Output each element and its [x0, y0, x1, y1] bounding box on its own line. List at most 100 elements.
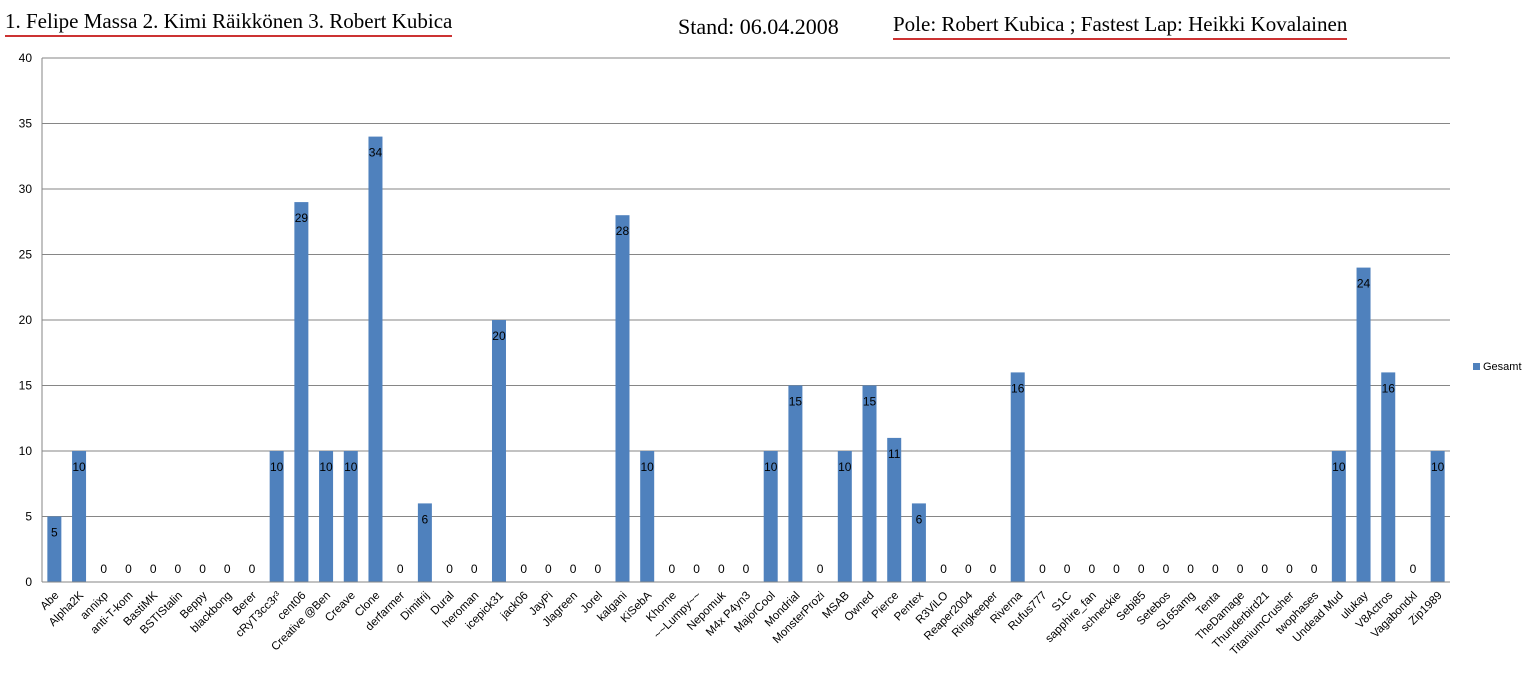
- bar: [1010, 372, 1025, 582]
- legend-label: Gesamt: [1483, 361, 1522, 373]
- data-label: 0: [1212, 562, 1219, 576]
- y-tick-label: 5: [25, 510, 32, 524]
- bar: [763, 451, 778, 582]
- data-label: 15: [789, 395, 803, 409]
- data-label: 0: [1237, 562, 1244, 576]
- data-label: 29: [295, 211, 309, 225]
- bar: [862, 385, 877, 582]
- data-label: 0: [570, 562, 577, 576]
- data-label: 0: [1088, 562, 1095, 576]
- y-tick-label: 15: [19, 379, 33, 393]
- data-label: 16: [1011, 381, 1025, 395]
- bar: [1356, 267, 1371, 582]
- data-label: 0: [1113, 562, 1120, 576]
- data-label: 0: [718, 562, 725, 576]
- results-title: 1. Felipe Massa 2. Kimi Räikkönen 3. Rob…: [5, 9, 453, 37]
- y-tick-label: 10: [19, 444, 33, 458]
- y-tick-label: 40: [19, 51, 33, 65]
- data-label: 10: [1332, 460, 1346, 474]
- data-label: 10: [838, 460, 852, 474]
- data-label: 6: [422, 512, 429, 526]
- legend: Gesamt: [1473, 361, 1522, 373]
- y-tick-label: 0: [25, 575, 32, 589]
- data-label: 11: [888, 447, 901, 461]
- data-label: 15: [863, 395, 877, 409]
- data-label: 10: [344, 460, 358, 474]
- data-label: 0: [817, 562, 824, 576]
- data-label: 0: [743, 562, 750, 576]
- bar: [269, 451, 284, 582]
- bar: [72, 451, 87, 582]
- data-label: 5: [51, 526, 58, 540]
- data-label: 10: [641, 460, 655, 474]
- data-label: 10: [270, 460, 284, 474]
- x-axis-labels: AbeAlpha2Kannixpanti-T-komBastiMKBSTISta…: [39, 589, 1445, 658]
- bar: [1381, 372, 1396, 582]
- bars: [47, 136, 1445, 582]
- data-label: 10: [72, 460, 86, 474]
- data-label: 0: [990, 562, 997, 576]
- bar: [343, 451, 358, 582]
- bar: [491, 320, 506, 582]
- data-label: 0: [1064, 562, 1071, 576]
- data-label: 16: [1382, 381, 1396, 395]
- data-label: 0: [199, 562, 206, 576]
- data-label: 0: [1163, 562, 1170, 576]
- data-label: 0: [965, 562, 972, 576]
- data-label: 0: [1039, 562, 1046, 576]
- bar: [640, 451, 655, 582]
- data-label: 0: [1410, 562, 1417, 576]
- data-label: 0: [520, 562, 527, 576]
- data-label: 24: [1357, 277, 1371, 291]
- data-label: 10: [319, 460, 333, 474]
- data-label: 20: [492, 329, 506, 343]
- data-label: 0: [940, 562, 947, 576]
- data-label: 0: [125, 562, 132, 576]
- x-tick-label: jack06: [498, 590, 531, 623]
- data-label: 0: [224, 562, 231, 576]
- gridlines: [42, 57, 1450, 517]
- bar: [887, 437, 902, 582]
- bar: [294, 202, 309, 582]
- data-label: 6: [916, 512, 923, 526]
- data-label: 0: [669, 562, 676, 576]
- bar: [417, 503, 432, 582]
- data-label: 0: [397, 562, 404, 576]
- data-label: 0: [1311, 562, 1318, 576]
- bar: [368, 136, 383, 582]
- bar: [319, 451, 334, 582]
- data-label: 0: [1187, 562, 1194, 576]
- data-label: 34: [369, 146, 383, 160]
- bar: [837, 451, 852, 582]
- y-tick-label: 25: [19, 248, 33, 262]
- data-label: 0: [175, 562, 182, 576]
- y-tick-label: 30: [19, 182, 33, 196]
- bar: [1331, 451, 1346, 582]
- data-label: 0: [249, 562, 256, 576]
- data-label: 0: [545, 562, 552, 576]
- axes: [41, 58, 1450, 583]
- data-label: 10: [764, 460, 778, 474]
- data-label: 0: [446, 562, 453, 576]
- data-label: 0: [100, 562, 107, 576]
- bar: [47, 516, 62, 582]
- data-label: 0: [1286, 562, 1293, 576]
- bar: [615, 215, 630, 582]
- legend-swatch: [1473, 363, 1480, 370]
- y-axis-ticks: 0 5 10 15 20 25 30 35 40: [19, 51, 33, 589]
- data-label: 0: [471, 562, 478, 576]
- stand-date: Stand: 06.04.2008: [678, 14, 839, 39]
- bar: [788, 385, 803, 582]
- data-label: 0: [150, 562, 157, 576]
- data-labels: 5 10 0 0 0 0 0 0 0 10 29 10 10 34 0 6 0 0 20 0 0 0 0 28 10 0 0 0 0 10…: [51, 146, 1445, 576]
- pole-fastest-lap: Pole: Robert Kubica ; Fastest Lap: Heikk…: [893, 12, 1348, 40]
- bar: [1430, 451, 1445, 582]
- data-label: 28: [616, 224, 630, 238]
- data-label: 10: [1431, 460, 1445, 474]
- data-label: 0: [594, 562, 601, 576]
- bar: [911, 503, 926, 582]
- y-tick-label: 20: [19, 313, 33, 327]
- data-label: 0: [1138, 562, 1145, 576]
- data-label: 0: [693, 562, 700, 576]
